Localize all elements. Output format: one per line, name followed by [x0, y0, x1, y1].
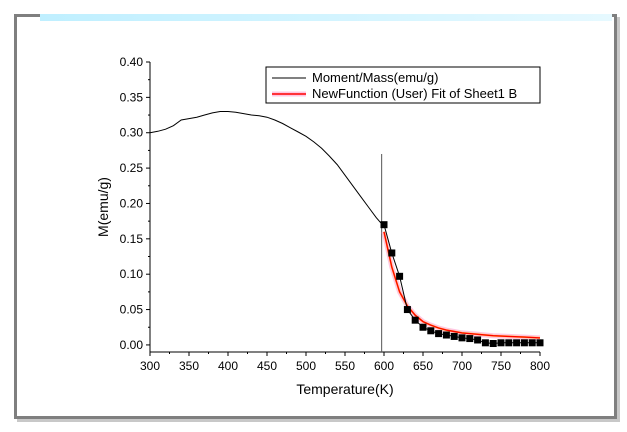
- data-point: [513, 339, 521, 347]
- marker-connector-line: [383, 224, 540, 345]
- data-point: [419, 323, 427, 331]
- y-axis-label: M(emu/g): [95, 177, 111, 237]
- x-tick-label: 650: [413, 359, 433, 373]
- axes: 300 350 400 450 500 550 600 650 700 750 800 0.00 0.0…: [120, 55, 551, 373]
- y-tick-label: 0.20: [120, 196, 144, 210]
- legend: Moment/Mass(emu/g)NewFunction (User) Fit…: [265, 66, 541, 104]
- fit-curve-line: [383, 231, 541, 339]
- legend-label-fit: NewFunction (User) Fit of Sheet1 B: [312, 86, 517, 101]
- y-tick-label: 0.35: [120, 90, 144, 104]
- x-tick-label: 700: [452, 359, 472, 373]
- x-axis-label: Temperature(K): [296, 381, 393, 397]
- x-tick-label: 450: [257, 359, 277, 373]
- moment-mass-line: [149, 111, 383, 226]
- data-point: [427, 327, 435, 335]
- fit-curve-glow: [381, 231, 541, 341]
- fit-curve-highlight: [383, 231, 541, 339]
- data-point: [435, 330, 443, 338]
- data-point: [466, 335, 474, 343]
- series-layer: [149, 111, 544, 348]
- y-tick-label: 0.15: [120, 232, 144, 246]
- data-point: [411, 316, 419, 324]
- x-tick-label: 600: [374, 359, 394, 373]
- data-point: [458, 334, 466, 342]
- y-tick-label: 0.25: [120, 161, 144, 175]
- data-point: [388, 249, 396, 257]
- y-tick-label: 0.40: [120, 55, 144, 69]
- data-point: [380, 221, 388, 229]
- x-tick-label: 750: [491, 359, 511, 373]
- legend-label-moment: Moment/Mass(emu/g): [312, 70, 438, 85]
- y-tick-label: 0.10: [120, 267, 144, 281]
- data-point: [536, 339, 544, 347]
- x-tick-label: 500: [296, 359, 316, 373]
- data-point: [442, 331, 450, 339]
- data-point: [497, 339, 505, 347]
- x-tick-label: 800: [530, 359, 550, 373]
- data-point: [528, 339, 536, 347]
- data-point: [403, 306, 411, 314]
- data-point: [489, 340, 497, 348]
- y-tick-label: 0.00: [120, 338, 144, 352]
- top-accent-bar: [40, 14, 612, 21]
- x-tick-label: 400: [218, 359, 238, 373]
- x-tick-label: 300: [140, 359, 160, 373]
- data-point: [505, 339, 513, 347]
- x-tick-label: 350: [179, 359, 199, 373]
- data-point: [450, 332, 458, 340]
- y-tick-label: 0.05: [120, 303, 144, 317]
- data-point: [396, 272, 404, 280]
- data-point: [474, 336, 482, 344]
- data-point: [520, 339, 528, 347]
- data-point: [481, 339, 489, 347]
- x-tick-label: 550: [335, 359, 355, 373]
- legend-box: [265, 66, 541, 104]
- y-tick-label: 0.30: [120, 126, 144, 140]
